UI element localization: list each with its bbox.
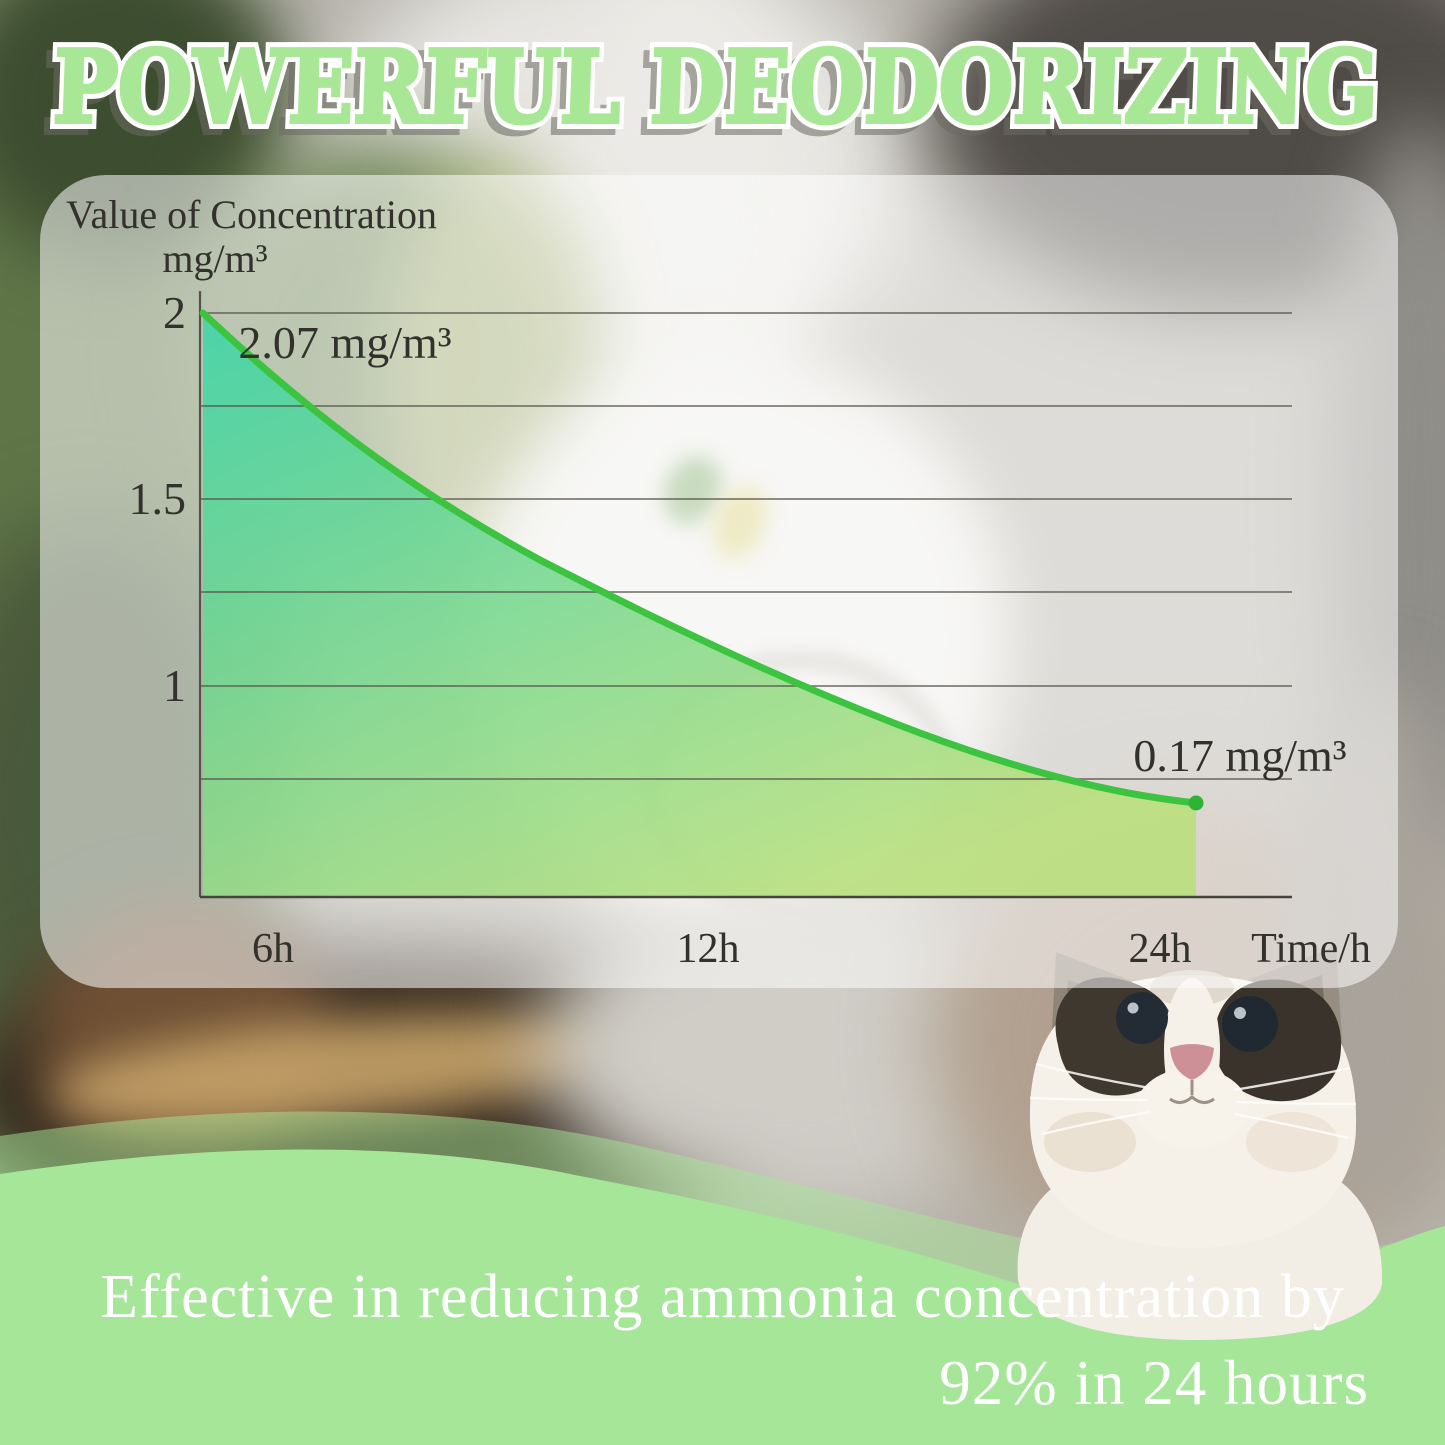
cat-whiskers: [1029, 1062, 1357, 1140]
caption-line2: 92% in 24 hours: [939, 1348, 1369, 1418]
y-tick-1: 1: [163, 660, 186, 711]
cat-left-eye-highlight: [1127, 1002, 1139, 1014]
title-svg: POWERFUL DEODORIZING POWERFUL DEODORIZIN…: [38, 21, 1387, 159]
cat-right-cheek-shade: [1246, 1112, 1338, 1172]
x-tick-6h: 6h: [252, 926, 294, 972]
page-title-shadow: POWERFUL DEODORIZING: [44, 35, 1373, 153]
cat-right-eye-highlight: [1234, 1007, 1246, 1019]
start-value-annotation: 2.07 mg/m³: [238, 317, 451, 368]
y-tick-2: 2: [163, 287, 186, 338]
cat-left-cheek-shade: [1044, 1112, 1136, 1172]
x-axis-label: Time/h: [1251, 926, 1371, 972]
gridlines: [200, 312, 1292, 780]
end-value-annotation: 0.17 mg/m³: [1133, 730, 1346, 781]
caption-line1: Effective in reducing ammonia concentrat…: [100, 1263, 1345, 1331]
wave-band: [0, 1149, 1445, 1445]
cat-nose: [1170, 1044, 1214, 1080]
cat-muzzle: [1136, 1068, 1248, 1148]
x-tick-24h: 24h: [1129, 926, 1192, 972]
y-axis-title-line1: Value of Concentration: [66, 192, 437, 237]
page-title: POWERFUL DEODORIZING: [51, 28, 1380, 146]
area-fill: [203, 313, 1196, 897]
concentration-curve: [199, 309, 1200, 807]
caption: Effective in reducing ammonia concentrat…: [0, 1262, 1445, 1420]
cat-mouth: [1169, 1094, 1215, 1104]
curve-end-dot: [1188, 795, 1204, 811]
y-tick-1-5: 1.5: [129, 473, 187, 524]
page-title-outline: POWERFUL DEODORIZING: [51, 28, 1380, 146]
x-tick-12h: 12h: [677, 926, 740, 972]
y-axis-title-line2: mg/m³: [162, 236, 267, 281]
